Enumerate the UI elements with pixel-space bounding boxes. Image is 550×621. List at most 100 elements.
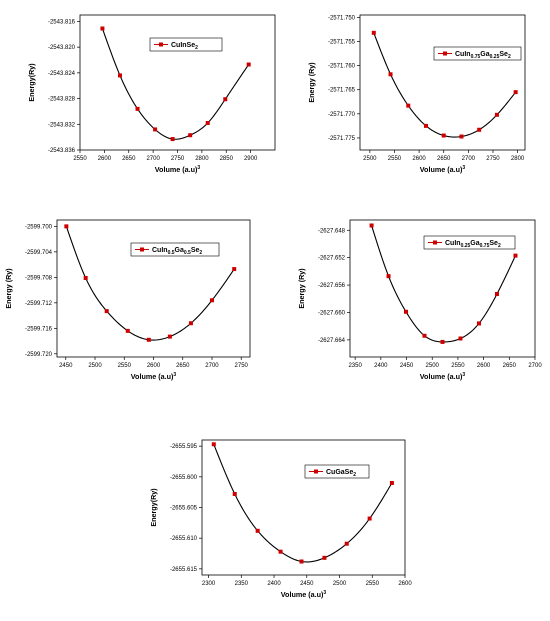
legend-marker (140, 247, 144, 252)
x-tick-label: 2750 (171, 156, 185, 162)
data-point (388, 72, 393, 77)
x-axis-label: Volume (a.u)3 (420, 372, 466, 381)
y-tick-label: -2543.820 (48, 45, 76, 51)
legend-subscript: 0.25 (490, 54, 500, 60)
data-point (153, 127, 158, 132)
x-axis-label-superscript: 3 (197, 165, 200, 171)
y-axis-label: Energy (Ry) (4, 268, 13, 309)
data-point (188, 321, 193, 326)
chart-panel-1: 2550 2600 2650 2700 2750 2800 2850 2900 -2543.81… (27, 14, 276, 174)
data-point (404, 309, 409, 314)
y-axis-label: Energy (Ry) (297, 268, 306, 309)
data-point (211, 442, 216, 447)
data-point (278, 549, 283, 554)
y-tick-label: -2627.664 (318, 338, 346, 344)
legend-box (423, 235, 516, 250)
x-tick-label: 2650 (122, 156, 136, 162)
y-tick-label: -2571.770 (328, 112, 356, 118)
x-tick-label: 2550 (73, 156, 87, 162)
x-axis-label-text: Volume (a.u) (131, 372, 174, 381)
y-tick-label: -2571.765 (328, 88, 356, 94)
plot-frame (79, 14, 276, 151)
x-tick-label: 2900 (244, 156, 258, 162)
x-tick-label: 2650 (437, 156, 451, 162)
y-tick-label: -2599.704 (25, 250, 53, 256)
legend-text: Ga (470, 240, 479, 247)
chart-panel-5: 2300 2350 2400 2450 2500 2550 2600 -2655.595 -26… (149, 439, 412, 599)
legend-text: CuInSe (171, 42, 195, 49)
legend-box (433, 46, 522, 61)
x-tick-label: 2800 (511, 156, 525, 162)
y-tick-label: -2543.816 (48, 19, 76, 25)
y-tick-label: -2655.610 (170, 536, 198, 542)
x-tick-label: 2550 (366, 581, 380, 587)
y-tick-label: -2655.600 (170, 475, 198, 481)
data-point (117, 73, 122, 78)
data-point (104, 309, 109, 314)
x-tick-label: 2400 (374, 363, 388, 369)
data-point (513, 253, 518, 258)
data-point (205, 121, 210, 125)
data-point (406, 103, 411, 108)
data-point (440, 339, 445, 344)
y-tick-label: -2599.716 (25, 326, 53, 332)
data-point (170, 137, 175, 142)
data-point (513, 90, 518, 95)
legend-subscript: 2 (195, 45, 198, 51)
x-tick-label: 2850 (220, 156, 234, 162)
x-tick-label: 2350 (235, 581, 249, 587)
legend-subscript: 2 (199, 250, 202, 256)
x-tick-label: 2700 (528, 363, 542, 369)
legend-box (149, 37, 223, 52)
data-point (125, 328, 130, 333)
legend-subscript: 0.5 (168, 250, 175, 256)
legend-subscript: 2 (508, 54, 511, 60)
x-tick-label: 2350 (348, 363, 362, 369)
legend-subscript: 2 (353, 472, 356, 478)
data-point (369, 223, 374, 228)
legend-box (130, 242, 220, 257)
plot-frame (359, 14, 526, 151)
legend-text: CuIn (445, 240, 461, 247)
x-tick-label: 2700 (462, 156, 476, 162)
data-point (476, 321, 481, 326)
data-point (494, 112, 499, 117)
x-tick-label: 2550 (388, 156, 402, 162)
x-tick-label: 2450 (59, 363, 73, 369)
x-tick-label: 2600 (477, 363, 491, 369)
legend-marker (159, 42, 163, 47)
legend-text: CuIn (152, 247, 168, 254)
data-point (100, 26, 105, 31)
data-point (494, 291, 499, 296)
y-tick-label: -2571.755 (328, 40, 356, 46)
legend-text: Ga (480, 51, 489, 58)
y-tick-label: -2571.775 (328, 136, 356, 142)
x-tick-label: 2600 (98, 156, 112, 162)
legend-text: Ga (175, 247, 184, 254)
x-axis-label-superscript: 3 (462, 372, 465, 378)
x-tick-label: 2650 (503, 363, 517, 369)
y-tick-label: -2655.605 (170, 506, 198, 512)
y-tick-label: -2627.656 (318, 283, 346, 289)
data-point (386, 274, 391, 279)
y-tick-label: -2571.750 (328, 15, 356, 21)
chart-panel-2: 2500 2550 2600 2650 2700 2750 2800 -2571.750 -25… (307, 14, 526, 174)
legend-box (304, 464, 370, 479)
legend-subscript: 0.5 (184, 250, 191, 256)
legend-text: Se (191, 247, 200, 254)
legend-marker (314, 469, 318, 474)
fit-curve-line (213, 444, 393, 563)
x-axis-label: Volume (a.u)3 (131, 372, 177, 381)
data-point (255, 528, 260, 533)
data-point (367, 516, 372, 521)
y-tick-label: -2543.828 (48, 97, 76, 103)
x-tick-label: 2750 (486, 156, 500, 162)
data-point (459, 134, 464, 139)
x-tick-label: 2400 (267, 581, 281, 587)
data-point (232, 492, 237, 496)
x-tick-label: 2500 (426, 363, 440, 369)
data-point (322, 555, 327, 560)
y-tick-label: -2571.760 (328, 64, 356, 70)
legend-subscript: 0.75 (480, 243, 490, 249)
